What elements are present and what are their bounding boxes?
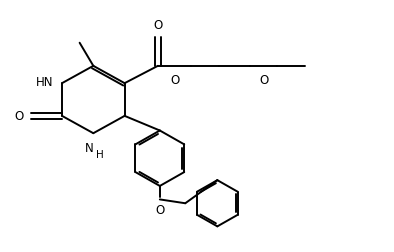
Text: O: O [153, 19, 162, 32]
Text: O: O [259, 74, 268, 86]
Text: O: O [170, 74, 179, 86]
Text: O: O [155, 203, 164, 216]
Text: O: O [15, 110, 24, 123]
Text: H: H [97, 150, 104, 160]
Text: N: N [85, 141, 94, 154]
Text: HN: HN [36, 75, 54, 88]
